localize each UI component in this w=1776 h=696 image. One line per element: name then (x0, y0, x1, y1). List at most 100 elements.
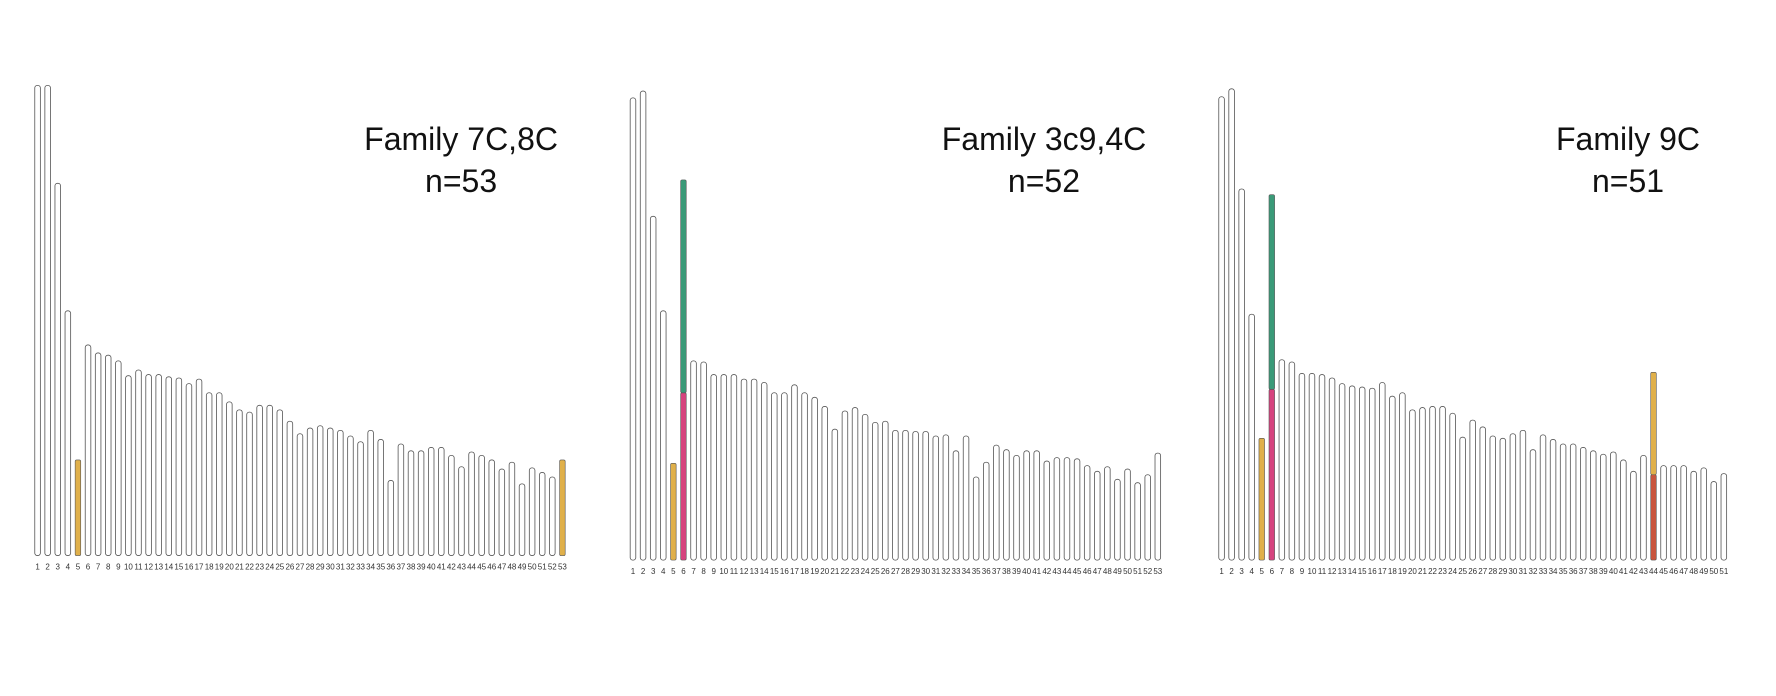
chromosome-bar (468, 451, 475, 556)
chromosome-bar (347, 435, 354, 556)
chromosome-bar (306, 427, 314, 556)
chromosome-bar (700, 361, 707, 561)
x-tick-label: 6 (1270, 567, 1275, 576)
x-tick-label: 1 (1219, 567, 1224, 576)
chromosome-bar (1228, 88, 1235, 561)
x-tick-label: 43 (1639, 567, 1648, 576)
x-tick-label: 40 (427, 563, 436, 572)
chromosome-bar (125, 375, 132, 556)
x-tick-label: 21 (1418, 567, 1427, 576)
chromosome-bar (205, 392, 213, 556)
chromosome-bar (185, 383, 193, 556)
x-tick-label: 28 (1488, 567, 1497, 576)
x-tick-label: 48 (1689, 567, 1698, 576)
x-tick-label: 21 (235, 563, 244, 572)
chromosome-bar (1298, 373, 1306, 561)
chromosome-bar (1680, 465, 1687, 561)
chromosome-bar (1318, 374, 1326, 561)
chromosome-bar (528, 467, 536, 556)
x-tick-label: 30 (921, 567, 930, 576)
x-tick-label: 11 (1318, 567, 1327, 576)
x-tick-label: 40 (1022, 567, 1031, 576)
x-tick-label: 46 (1083, 567, 1092, 576)
chromosome-bar (1278, 359, 1286, 561)
chromosome-bar (216, 392, 223, 556)
x-tick-label: 28 (901, 567, 910, 576)
chromosome-bar (1630, 470, 1637, 561)
x-tick-label: 43 (1052, 567, 1061, 576)
x-tick-label: 49 (1113, 567, 1122, 576)
x-tick-label: 23 (1438, 567, 1447, 576)
chromosome-bar (1469, 419, 1476, 561)
chromosome-bar (1660, 465, 1667, 561)
chromosome-bar (397, 443, 405, 556)
x-tick-label: 16 (780, 567, 789, 576)
x-tick-label: 31 (931, 567, 940, 576)
x-tick-label: 44 (467, 563, 476, 572)
chromosome-bar (771, 392, 778, 561)
x-tick-label: 13 (750, 567, 759, 576)
x-tick-label: 44 (1649, 567, 1658, 576)
chromosome-bar (760, 382, 768, 561)
x-tick-label: 26 (1468, 567, 1477, 576)
x-tick-label: 27 (1478, 567, 1487, 576)
chromosome-bar (730, 374, 738, 561)
x-tick-label: 27 (891, 567, 900, 576)
chromosome-bar (1539, 434, 1547, 561)
chromosome-bar (1033, 450, 1040, 561)
chromosome-bar (902, 429, 909, 561)
chromosome-bar (1509, 433, 1517, 561)
x-tick-label: 51 (1719, 567, 1728, 576)
chromosome-bar (1549, 439, 1557, 561)
chromosome-bar (841, 410, 849, 561)
chromosome-bar (1559, 443, 1567, 561)
x-tick-label: 35 (1559, 567, 1568, 576)
chromosome-bar (1620, 459, 1627, 561)
x-tick-label: 12 (740, 567, 749, 576)
x-tick-label: 40 (1609, 567, 1618, 576)
chromosome-bar (1419, 407, 1426, 561)
x-tick-label: 10 (719, 567, 728, 576)
x-tick-label: 48 (507, 563, 516, 572)
chromosome-bar (1348, 385, 1356, 561)
chromosome-bar (1083, 465, 1091, 561)
chromosome-bar (1369, 387, 1376, 561)
chromosome-bar (851, 407, 859, 561)
x-tick-label: 37 (1579, 567, 1588, 576)
x-tick-label: 19 (215, 563, 224, 572)
chromosome-bar (337, 429, 344, 556)
chromosome-bar (912, 431, 919, 561)
x-tick-label: 14 (1348, 567, 1357, 576)
x-tick-label: 24 (861, 567, 870, 576)
x-tick-label: 4 (1249, 567, 1254, 576)
x-tick-label: 23 (851, 567, 860, 576)
chromosome-segment (1268, 194, 1275, 390)
chromosome-bar (357, 441, 364, 556)
chromosome-bar (1288, 361, 1296, 561)
x-tick-label: 32 (941, 567, 950, 576)
x-tick-label: 32 (1529, 567, 1538, 576)
chromosome-bar (236, 409, 243, 556)
chromosome-bar (488, 459, 495, 556)
x-tick-label: 6 (86, 563, 91, 572)
chromosome-bar (1579, 447, 1587, 561)
chromosome-bar (64, 310, 72, 556)
x-tick-label: 34 (366, 563, 375, 572)
panel-subtitle: n=53 (425, 163, 497, 199)
x-tick-label: 53 (558, 563, 567, 572)
x-tick-label: 33 (356, 563, 365, 572)
chromosome-bar (932, 435, 939, 561)
x-tick-label: 38 (407, 563, 416, 572)
chromosome-bar (1144, 474, 1151, 561)
x-tick-label: 38 (1589, 567, 1598, 576)
x-tick-label: 13 (1338, 567, 1347, 576)
chromosome-bar (831, 428, 839, 561)
chromosome-bar (417, 450, 425, 556)
chromosome-bar (1610, 451, 1617, 561)
x-tick-label: 22 (245, 563, 254, 572)
x-tick-label: 31 (1518, 567, 1527, 576)
chromosome-bar (165, 376, 172, 556)
x-tick-label: 39 (1012, 567, 1021, 576)
x-tick-label: 19 (1398, 567, 1407, 576)
x-tick-label: 45 (477, 563, 486, 572)
